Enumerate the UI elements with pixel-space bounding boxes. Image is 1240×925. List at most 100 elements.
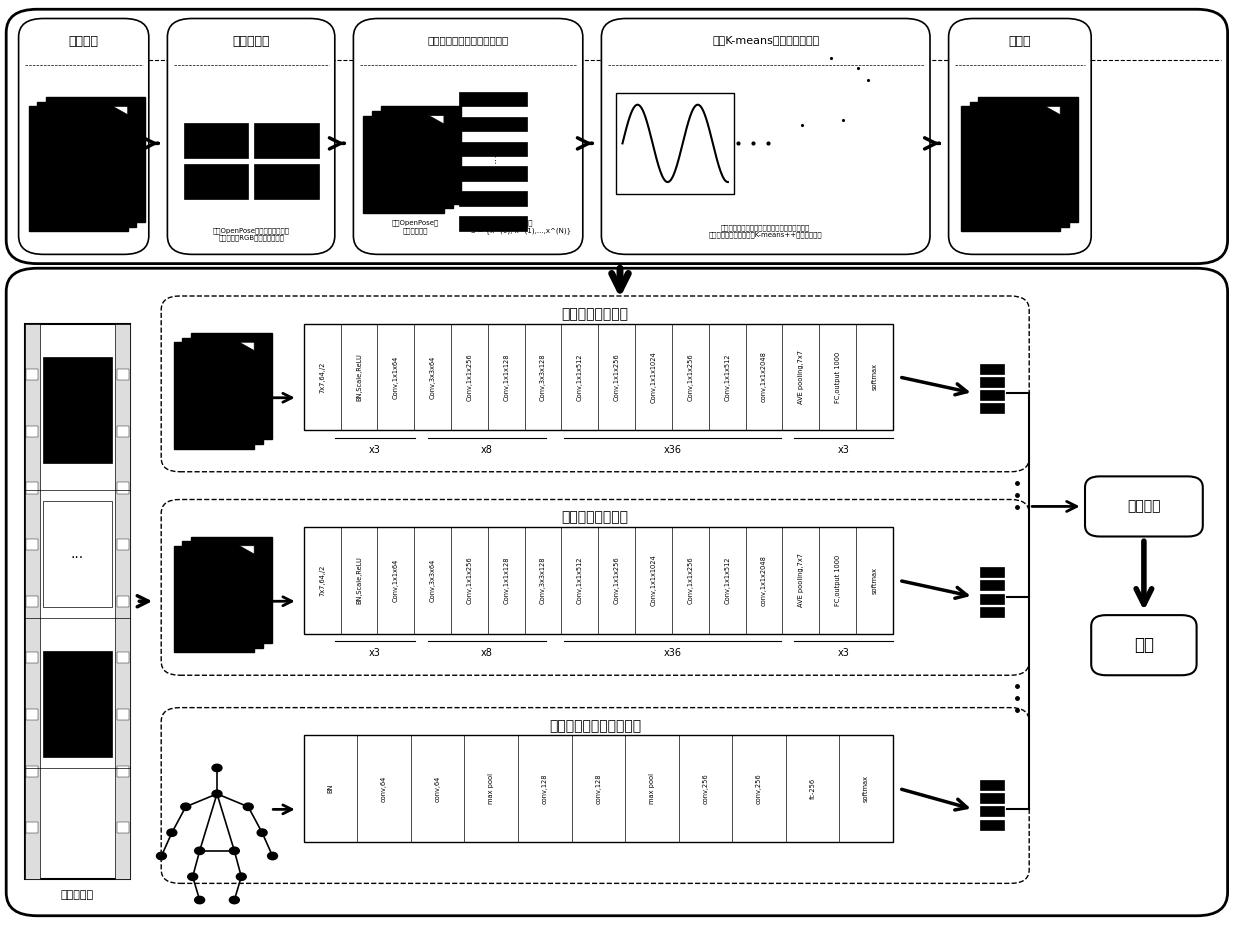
Text: conv,128: conv,128: [595, 773, 601, 804]
FancyBboxPatch shape: [191, 536, 272, 643]
Circle shape: [243, 803, 253, 810]
FancyBboxPatch shape: [6, 9, 1228, 264]
Circle shape: [181, 803, 191, 810]
FancyBboxPatch shape: [6, 268, 1228, 916]
FancyBboxPatch shape: [43, 651, 112, 757]
Text: Conv,1x1x128: Conv,1x1x128: [503, 353, 510, 401]
FancyBboxPatch shape: [616, 92, 734, 194]
Text: Conv,1x1x1024: Conv,1x1x1024: [651, 555, 656, 606]
FancyBboxPatch shape: [980, 820, 1004, 830]
FancyBboxPatch shape: [117, 596, 129, 607]
Text: x36: x36: [663, 648, 682, 659]
FancyBboxPatch shape: [980, 376, 1004, 387]
Text: Conv,1x1x512: Conv,1x1x512: [577, 557, 583, 604]
Polygon shape: [239, 546, 254, 554]
Text: 关键帧序列: 关键帧序列: [61, 891, 94, 900]
Text: x3: x3: [370, 648, 381, 659]
FancyBboxPatch shape: [980, 793, 1004, 803]
FancyBboxPatch shape: [37, 102, 136, 227]
FancyBboxPatch shape: [26, 596, 38, 607]
Text: Conv,3x3x128: Conv,3x3x128: [541, 557, 546, 604]
Text: AVE pooling,7x7: AVE pooling,7x7: [797, 553, 804, 608]
Polygon shape: [239, 342, 254, 351]
Text: Conv,3x3x64: Conv,3x3x64: [429, 355, 435, 399]
FancyBboxPatch shape: [980, 364, 1004, 374]
Text: 空间卷积神经网络: 空间卷积神经网络: [562, 307, 629, 321]
Text: 对样本进行初始聚类的划分，然后运用基于关节
点加权的帧间距离公式的K-means++算法进行聚类: 对样本进行初始聚类的划分，然后运用基于关节 点加权的帧间距离公式的K-means…: [709, 224, 822, 239]
Text: FC,output 1000: FC,output 1000: [835, 555, 841, 606]
FancyBboxPatch shape: [26, 369, 38, 380]
FancyBboxPatch shape: [26, 539, 38, 550]
FancyBboxPatch shape: [459, 216, 527, 231]
FancyBboxPatch shape: [117, 709, 129, 720]
Circle shape: [187, 873, 197, 881]
Text: Conv,3x3x128: Conv,3x3x128: [541, 353, 546, 401]
Text: ...: ...: [487, 152, 498, 163]
Circle shape: [229, 896, 239, 904]
Text: Conv,1x1x64: Conv,1x1x64: [393, 559, 399, 602]
Text: x8: x8: [481, 445, 492, 455]
FancyBboxPatch shape: [26, 766, 38, 777]
FancyBboxPatch shape: [26, 709, 38, 720]
Circle shape: [268, 852, 278, 859]
FancyBboxPatch shape: [980, 580, 1004, 590]
Circle shape: [212, 790, 222, 797]
FancyBboxPatch shape: [26, 483, 38, 494]
FancyBboxPatch shape: [459, 92, 527, 106]
Circle shape: [229, 847, 239, 855]
Text: Conv,3x3x64: Conv,3x3x64: [429, 559, 435, 602]
Text: softmax: softmax: [872, 567, 878, 594]
Polygon shape: [770, 131, 821, 161]
FancyBboxPatch shape: [19, 18, 149, 254]
Text: 使用OpenPose提
取关节点坐标: 使用OpenPose提 取关节点坐标: [392, 219, 439, 234]
FancyBboxPatch shape: [161, 708, 1029, 883]
FancyBboxPatch shape: [381, 106, 461, 204]
FancyBboxPatch shape: [161, 500, 1029, 675]
FancyBboxPatch shape: [167, 18, 335, 254]
FancyBboxPatch shape: [117, 426, 129, 437]
FancyBboxPatch shape: [117, 766, 129, 777]
Text: 时间卷积神经网络: 时间卷积神经网络: [562, 511, 629, 524]
Text: softmax: softmax: [863, 775, 869, 802]
FancyBboxPatch shape: [43, 501, 112, 607]
Polygon shape: [773, 107, 880, 170]
FancyBboxPatch shape: [117, 483, 129, 494]
Text: 视频样本: 视频样本: [68, 35, 99, 48]
Text: 骨骼时空图卷积神经网络: 骨骼时空图卷积神经网络: [549, 719, 641, 733]
FancyBboxPatch shape: [117, 822, 129, 833]
Text: x3: x3: [837, 445, 849, 455]
Text: 使用OpenPose提取关节点坐标，
提取视频的RGB图像和光流图像: 使用OpenPose提取关节点坐标， 提取视频的RGB图像和光流图像: [212, 227, 290, 241]
FancyBboxPatch shape: [980, 390, 1004, 401]
FancyBboxPatch shape: [980, 403, 1004, 413]
FancyBboxPatch shape: [46, 97, 145, 222]
Text: 关键帧: 关键帧: [1008, 35, 1032, 48]
FancyBboxPatch shape: [961, 106, 1060, 231]
Polygon shape: [113, 106, 128, 115]
FancyBboxPatch shape: [161, 296, 1029, 472]
Text: BN: BN: [327, 783, 334, 794]
Text: 融合计算: 融合计算: [1127, 500, 1161, 513]
Text: BN,Scale,ReLU: BN,Scale,ReLU: [356, 353, 362, 401]
FancyBboxPatch shape: [363, 116, 444, 213]
FancyBboxPatch shape: [117, 539, 129, 550]
Text: 视频预处理: 视频预处理: [232, 35, 270, 48]
Text: Conv,1x1x256: Conv,1x1x256: [687, 353, 693, 401]
FancyBboxPatch shape: [1085, 476, 1203, 536]
FancyBboxPatch shape: [353, 18, 583, 254]
FancyBboxPatch shape: [25, 324, 40, 879]
Circle shape: [156, 852, 166, 859]
FancyBboxPatch shape: [26, 652, 38, 663]
Circle shape: [195, 847, 205, 855]
Text: softmax: softmax: [872, 364, 878, 390]
Text: FC,output 1000: FC,output 1000: [835, 352, 841, 402]
Text: conv,64: conv,64: [435, 775, 440, 802]
Text: conv,128: conv,128: [542, 773, 548, 804]
FancyBboxPatch shape: [191, 333, 272, 439]
Text: x3: x3: [837, 648, 849, 659]
Circle shape: [237, 873, 247, 881]
FancyBboxPatch shape: [601, 18, 930, 254]
FancyBboxPatch shape: [29, 106, 128, 231]
Circle shape: [167, 829, 177, 836]
FancyBboxPatch shape: [182, 338, 263, 444]
FancyBboxPatch shape: [26, 822, 38, 833]
